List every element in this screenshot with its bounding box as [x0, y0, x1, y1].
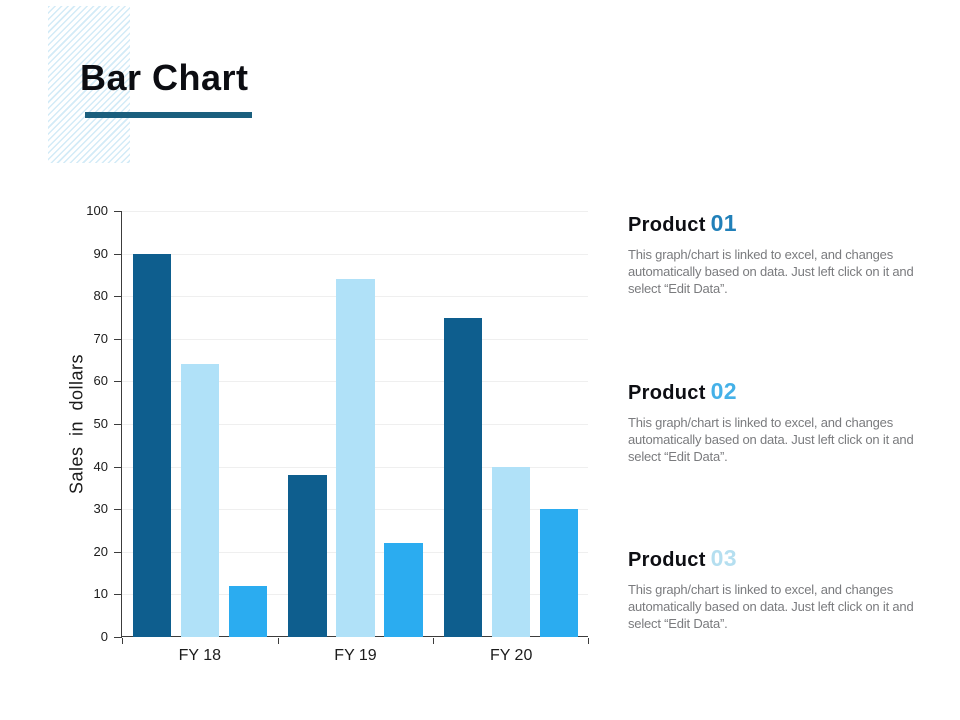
- product-label: Product: [628, 549, 706, 571]
- product-label: Product: [628, 214, 706, 236]
- product-03-title: Product 03: [628, 545, 946, 572]
- y-axis-tick: [114, 551, 122, 553]
- bar-fy19-series2[interactable]: [336, 279, 375, 637]
- bar-fy18-series1[interactable]: [132, 253, 172, 637]
- x-axis-label: FY 19: [334, 647, 377, 664]
- x-axis-tick: [122, 637, 123, 644]
- product-number: 01: [710, 210, 737, 236]
- x-axis-tick: [277, 637, 279, 644]
- bar-fy20-series3[interactable]: [539, 509, 579, 637]
- y-tick-label: 40: [93, 458, 108, 474]
- gridline: [122, 253, 588, 255]
- y-axis-tick: [114, 466, 122, 468]
- y-tick-label: 50: [93, 416, 108, 431]
- decorative-stripe-block: [48, 6, 130, 163]
- x-axis-tick: [433, 637, 435, 644]
- x-axis-label: FY 20: [489, 647, 533, 664]
- slide-title: Bar Chart: [80, 57, 249, 98]
- gridline: [122, 211, 588, 212]
- product-number: 02: [710, 378, 737, 404]
- x-axis-tick: [588, 637, 589, 644]
- bar-fy19-series1[interactable]: [288, 475, 327, 637]
- product-number: 03: [710, 545, 737, 571]
- product-03-section: Product 03 This graph/chart is linked to …: [628, 545, 946, 632]
- product-01-section: Product 01 This graph/chart is linked to …: [628, 210, 946, 297]
- y-tick-label: 60: [93, 373, 108, 389]
- y-tick-label: 0: [100, 629, 108, 644]
- y-axis-tick: [114, 253, 122, 255]
- bar-fy19-series3[interactable]: [384, 543, 423, 637]
- product-description: This graph/chart is linked to excel, and…: [628, 247, 914, 296]
- y-tick-label: 30: [93, 501, 108, 517]
- product-label: Product: [628, 382, 706, 404]
- bar-fy18-series3[interactable]: [228, 585, 268, 637]
- y-tick-label: 90: [93, 245, 108, 261]
- y-tick-label: 100: [86, 203, 108, 218]
- product-description: This graph/chart is linked to excel, and…: [628, 582, 914, 631]
- y-axis-tick: [114, 594, 122, 596]
- product-02-title: Product 02: [628, 378, 946, 405]
- plot-area[interactable]: 0 10 20 30 40 50 60 70 80 90 100 FY 18 FY 19 FY 20: [86, 203, 589, 664]
- product-02-section: Product 02 This graph/chart is linked to …: [628, 378, 946, 465]
- bar-fy20-series1[interactable]: [443, 317, 483, 637]
- y-tick-label: 20: [93, 543, 108, 559]
- y-axis-tick: [114, 509, 122, 511]
- bar-fy20-series2[interactable]: [491, 466, 531, 637]
- y-tick-label: 70: [93, 330, 108, 346]
- x-axis-label: FY 18: [178, 647, 222, 664]
- y-tick-label: 80: [93, 288, 108, 304]
- title-underline: [85, 112, 252, 118]
- y-tick-label: 10: [93, 586, 108, 602]
- y-axis-tick: [114, 211, 122, 212]
- y-axis-tick: [114, 296, 122, 298]
- product-01-title: Product 01: [628, 210, 946, 237]
- product-description: This graph/chart is linked to excel, and…: [628, 415, 914, 464]
- y-axis-tick: [114, 381, 122, 383]
- bar-fy18-series2[interactable]: [180, 364, 220, 637]
- y-axis-tick: [114, 338, 122, 340]
- y-axis-tick: [114, 637, 122, 638]
- y-axis-tick: [114, 424, 122, 425]
